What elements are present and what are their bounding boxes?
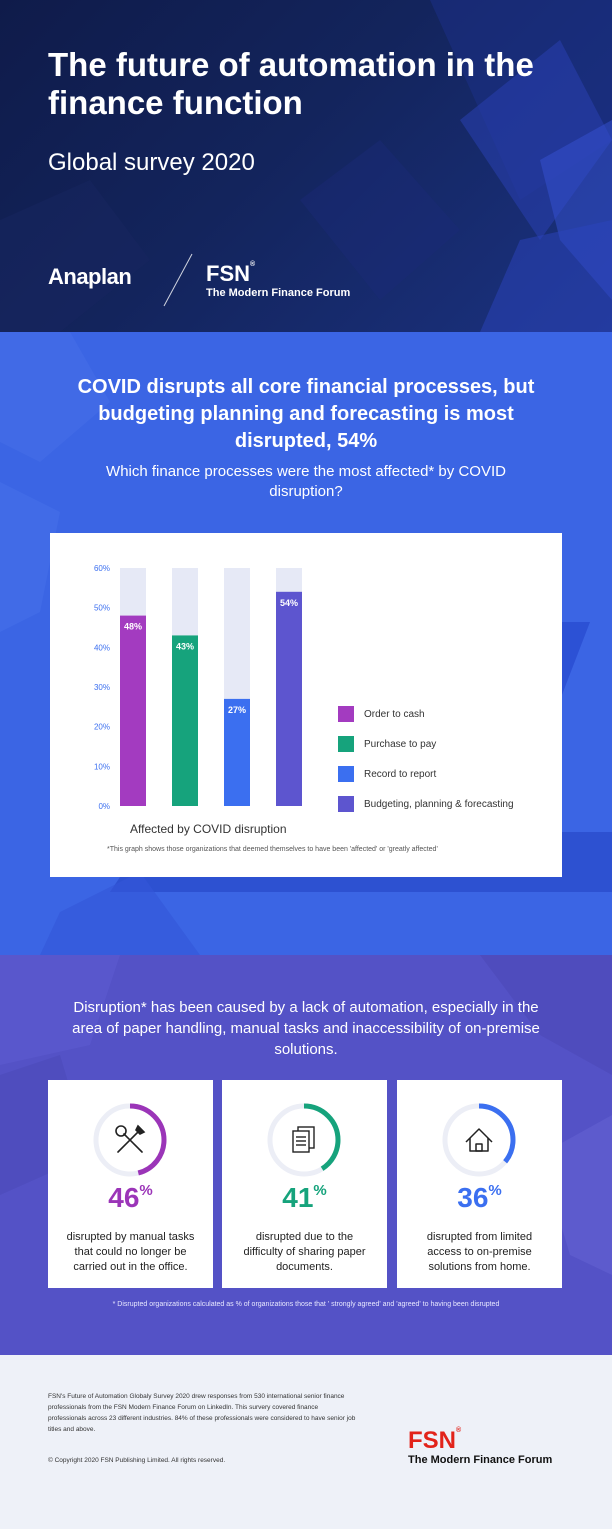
stat-value-on-premise: 36% [397, 1182, 562, 1214]
legend-item: Order to cash [338, 699, 514, 729]
disruption-section: Disruption* has been caused by a lack of… [0, 955, 612, 1355]
y-tick-label: 10% [94, 762, 110, 771]
copyright: © Copyright 2020 FSN Publishing Limited.… [48, 1457, 226, 1464]
y-tick-label: 20% [94, 723, 110, 732]
bar [276, 591, 302, 806]
chart-legend: Order to cash Purchase to pay Record to … [338, 699, 514, 819]
documents-icon [292, 1126, 315, 1153]
stat-number: 46 [108, 1182, 140, 1213]
page-title: The future of automation in the finance … [48, 46, 534, 121]
stat-card-on-premise: 36% disrupted from limited access to on-… [397, 1080, 562, 1288]
y-tick-label: 30% [94, 683, 110, 692]
legend-swatch-order-to-cash [338, 706, 354, 722]
footer-fsn-logo: FSN® [408, 1427, 461, 1455]
bar-data-label: 48% [124, 622, 142, 632]
covid-section: COVID disrupts all core financial proces… [0, 332, 612, 955]
disruption-intro: Disruption* has been caused by a lack of… [72, 999, 540, 1058]
bar [120, 615, 146, 806]
y-tick-label: 50% [94, 604, 110, 613]
y-tick-label: 40% [94, 643, 110, 652]
stat-description: disrupted by manual tasks that could no … [66, 1231, 195, 1273]
legend-label: Record to report [364, 768, 437, 780]
chart-x-axis-label: Affected by COVID disruption [130, 822, 287, 836]
disruption-footnote: * Disrupted organizations calculated as … [112, 1301, 500, 1308]
legend-swatch-purchase-to-pay [338, 736, 354, 752]
stat-ring [93, 1103, 167, 1177]
legend-label: Budgeting, planning & forecasting [364, 798, 514, 810]
chart-footnote: *This graph shows those organizations th… [107, 846, 438, 853]
header-background-pattern [0, 0, 612, 332]
survey-description: FSN's Future of Automation Globaly Surve… [48, 1393, 356, 1433]
stat-description: disrupted from limited access to on-prem… [426, 1231, 533, 1273]
footer-tagline: The Modern Finance Forum [408, 1454, 553, 1466]
tools-icon [115, 1124, 146, 1153]
legend-item: Budgeting, planning & forecasting [338, 789, 514, 819]
stat-unit: % [313, 1182, 327, 1199]
fsn-logo-text: FSN [206, 261, 250, 286]
page-subtitle: Global survey 2020 [48, 149, 255, 176]
legend-item: Purchase to pay [338, 729, 514, 759]
bar [224, 698, 250, 806]
footer-fsn-logo-text: FSN [408, 1427, 456, 1454]
bar-chart: 0% 10% 20% 30% 40% 50% 60% 48% 43% 27% 54% [94, 564, 302, 811]
stat-ring [442, 1103, 516, 1177]
home-icon [465, 1128, 493, 1152]
covid-question: Which finance processes were the most af… [106, 463, 506, 500]
legend-swatch-record-to-report [338, 766, 354, 782]
logo-divider [163, 253, 193, 307]
stat-card-paper-documents: 41% disrupted due to the difficulty of s… [222, 1080, 387, 1288]
footer-fsn-logo-reg: ® [456, 1427, 462, 1434]
y-tick-label: 0% [98, 802, 110, 811]
legend-swatch-budgeting [338, 796, 354, 812]
fsn-logo: FSN® [206, 261, 255, 287]
header-banner: The future of automation in the finance … [0, 0, 612, 332]
stat-number: 41 [282, 1182, 314, 1213]
bar-data-label: 27% [228, 705, 246, 715]
stat-value-manual-tasks: 46% [48, 1182, 213, 1214]
stat-number: 36 [457, 1182, 489, 1213]
y-tick-label: 60% [94, 564, 110, 573]
stat-value-paper-documents: 41% [222, 1182, 387, 1214]
fsn-logo-tagline: The Modern Finance Forum [206, 287, 351, 299]
covid-headline: COVID disrupts all core financial proces… [77, 376, 535, 452]
anaplan-logo: Anaplan [48, 264, 132, 289]
stat-ring [267, 1103, 341, 1177]
legend-label: Purchase to pay [364, 738, 437, 750]
stat-unit: % [488, 1182, 502, 1199]
legend-label: Order to cash [364, 708, 425, 720]
footer: FSN's Future of Automation Globaly Surve… [0, 1355, 612, 1529]
stat-description: disrupted due to the difficulty of shari… [243, 1231, 366, 1273]
stat-unit: % [139, 1182, 153, 1199]
bar-data-label: 43% [176, 641, 194, 651]
chart-card: 0% 10% 20% 30% 40% 50% 60% 48% 43% 27% 54% Order t… [50, 533, 562, 877]
fsn-logo-reg: ® [250, 261, 256, 268]
stat-card-manual-tasks: 46% disrupted by manual tasks that could… [48, 1080, 213, 1288]
bar-data-label: 54% [280, 598, 298, 608]
legend-item: Record to report [338, 759, 514, 789]
bar [172, 635, 198, 806]
